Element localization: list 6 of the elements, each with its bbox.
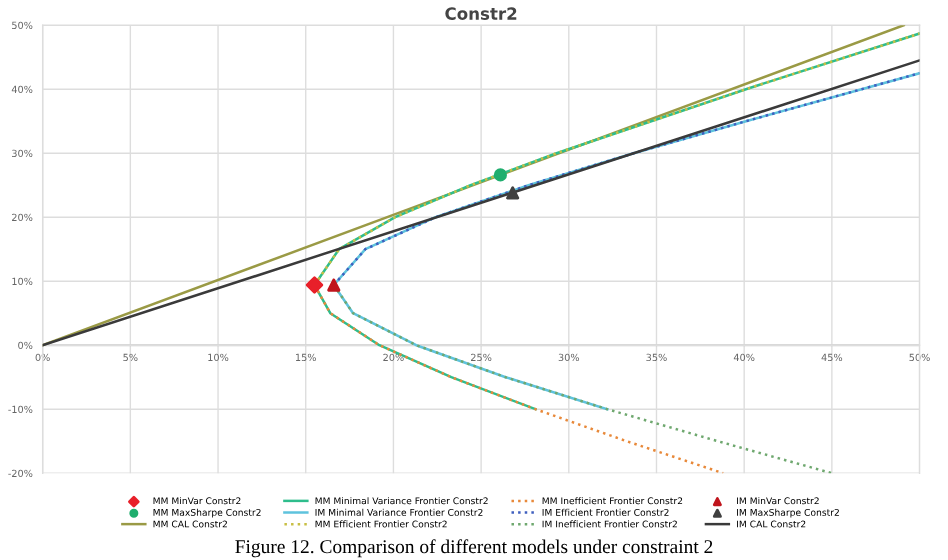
caption: Figure 12. Comparison of different models under constraint 2: [235, 539, 713, 558]
point: [327, 278, 341, 292]
point: [506, 186, 520, 200]
chart-title: Constr2: [445, 7, 517, 20]
point: [493, 168, 507, 182]
point: [305, 276, 324, 294]
